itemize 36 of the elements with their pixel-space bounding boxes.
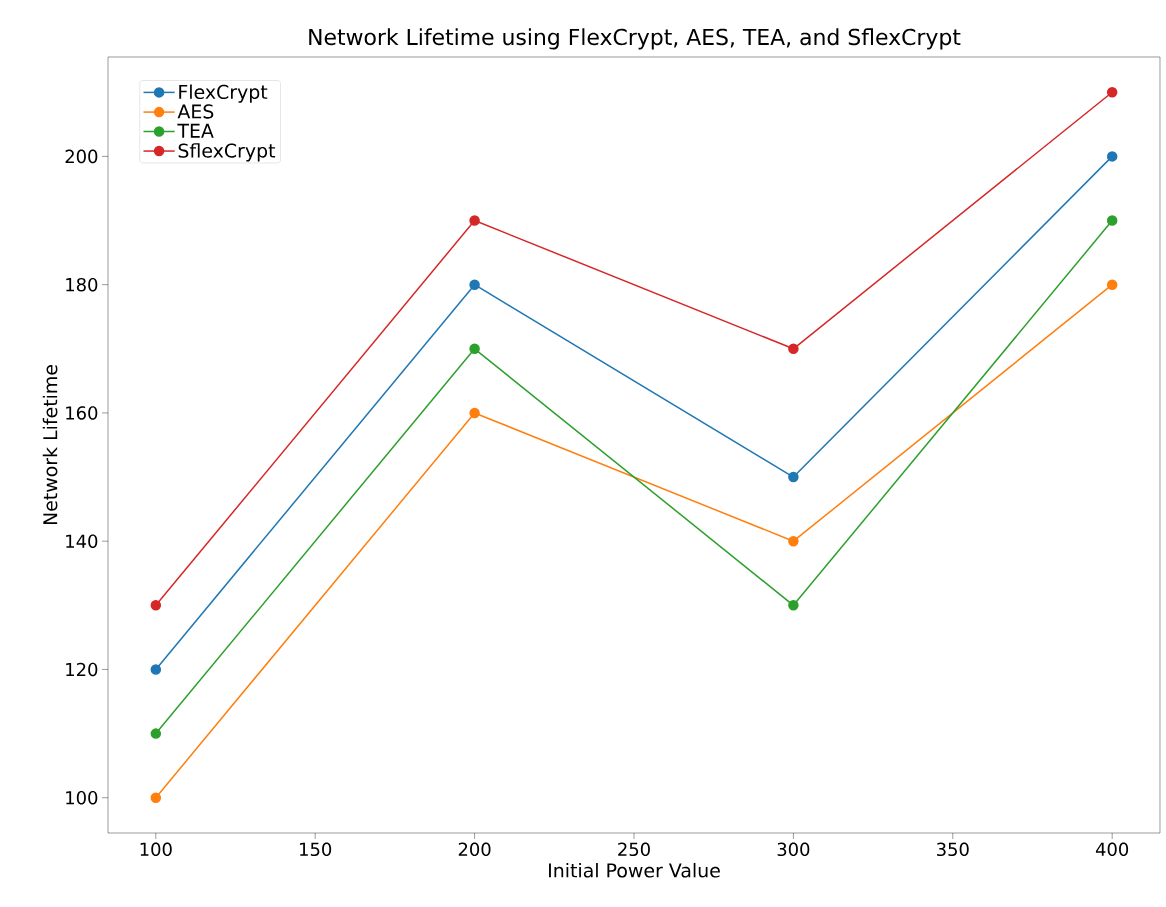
x-tick-label: 200 xyxy=(458,842,491,857)
x-tick-label: 100 xyxy=(140,842,172,857)
point xyxy=(1106,87,1118,98)
x-axis-title: Initial Power Value xyxy=(549,862,720,878)
legend-label: TEA xyxy=(177,123,214,138)
y-axis-title: Network Lifetime xyxy=(42,365,58,525)
y-tick-label: 140 xyxy=(66,534,98,548)
point xyxy=(469,407,480,419)
x-tick-label: 350 xyxy=(937,842,969,857)
point xyxy=(150,728,162,739)
y-tick-label: 100 xyxy=(66,790,98,805)
point xyxy=(469,343,480,355)
y-tick-label: 200 xyxy=(65,149,98,164)
y-tick-label: 180 xyxy=(66,277,98,292)
legend-label: AES xyxy=(177,104,214,119)
point xyxy=(150,600,162,611)
y-tick-label: 160 xyxy=(66,406,98,420)
x-tick-label: 300 xyxy=(777,842,810,857)
point xyxy=(788,343,799,355)
point xyxy=(469,279,480,290)
point xyxy=(1106,151,1118,162)
point xyxy=(788,471,799,483)
point xyxy=(1106,215,1118,226)
legend-label: FlexCrypt xyxy=(179,84,268,103)
x-tick-label: 400 xyxy=(1095,842,1129,857)
point xyxy=(788,600,799,611)
x-tick-label: 250 xyxy=(618,842,650,857)
point xyxy=(150,792,162,803)
chart-title: Network Lifetime using FlexCrypt, AES, TEA, and SflexCrypt xyxy=(309,28,961,50)
point xyxy=(788,535,799,547)
y-tick-label: 120 xyxy=(66,662,98,677)
x-tick-label: 150 xyxy=(300,842,332,857)
point xyxy=(1106,279,1118,290)
legend-label: SflexCrypt xyxy=(178,143,276,162)
point xyxy=(150,664,162,675)
point xyxy=(469,215,480,226)
